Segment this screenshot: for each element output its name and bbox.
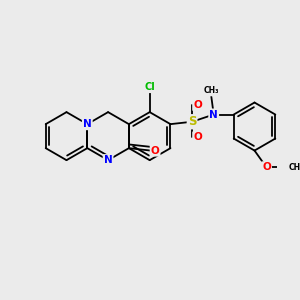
Text: N: N — [83, 119, 92, 129]
Text: O: O — [193, 100, 202, 110]
Text: O: O — [151, 146, 160, 156]
Text: S: S — [188, 115, 196, 128]
Text: Cl: Cl — [144, 82, 155, 92]
Text: CH₃: CH₃ — [288, 163, 300, 172]
Text: N: N — [209, 110, 218, 119]
Text: O: O — [193, 132, 202, 142]
Text: N: N — [104, 155, 112, 165]
Text: CH₃: CH₃ — [203, 86, 219, 95]
Text: O: O — [262, 162, 271, 172]
